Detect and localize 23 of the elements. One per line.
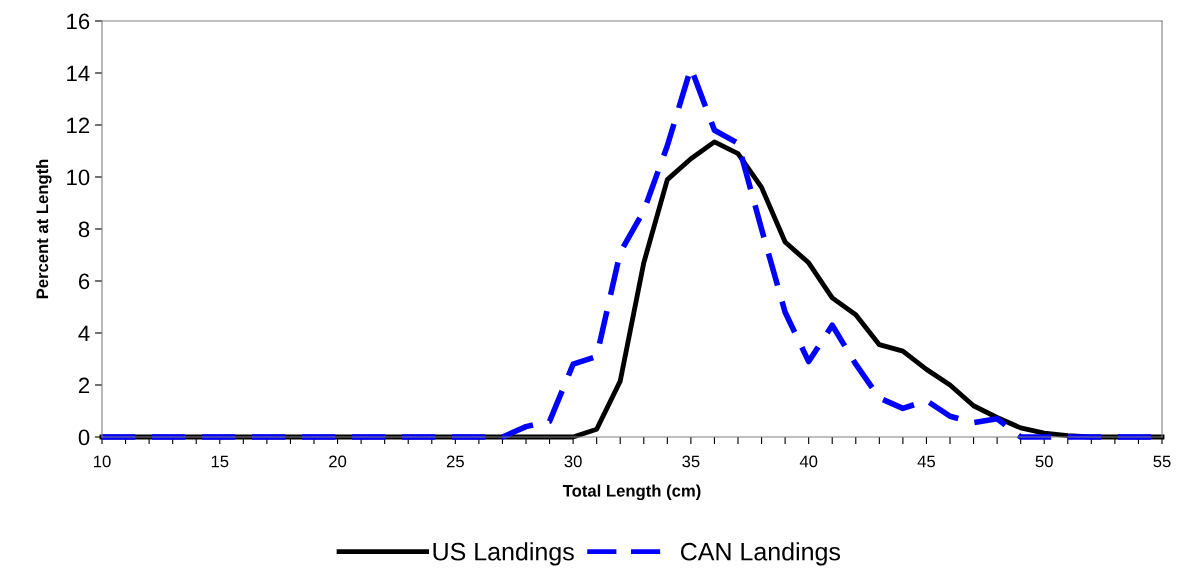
x-tick-label: 20 [329, 455, 347, 468]
y-tick-label: 6 [78, 273, 90, 290]
y-tick-label: 14 [67, 65, 90, 82]
y-axis-title: Percent at Length [35, 159, 52, 299]
x-tick-label: 10 [94, 455, 111, 468]
y-tick-label: 0 [78, 429, 90, 446]
x-tick-label: 25 [446, 455, 464, 468]
y-tick-label: 4 [78, 325, 90, 342]
x-tick-label: 15 [211, 455, 229, 468]
x-tick-label: 45 [917, 455, 936, 468]
x-tick-label: 40 [799, 455, 818, 468]
x-tick-label: 35 [682, 455, 700, 468]
legend-label: US Landings [433, 542, 574, 566]
y-tick-label: 16 [67, 13, 90, 30]
y-tick-label: 12 [67, 117, 90, 134]
y-tick-label: 10 [67, 169, 90, 186]
legend-label: CAN Landings [680, 542, 841, 566]
y-tick-label: 2 [78, 377, 90, 394]
x-tick-label: 30 [564, 455, 582, 468]
x-tick-label: 50 [1035, 455, 1053, 468]
y-tick-label: 8 [78, 221, 90, 238]
x-tick-label: 55 [1153, 455, 1171, 468]
x-axis-title: Total Length (cm) [562, 484, 701, 501]
